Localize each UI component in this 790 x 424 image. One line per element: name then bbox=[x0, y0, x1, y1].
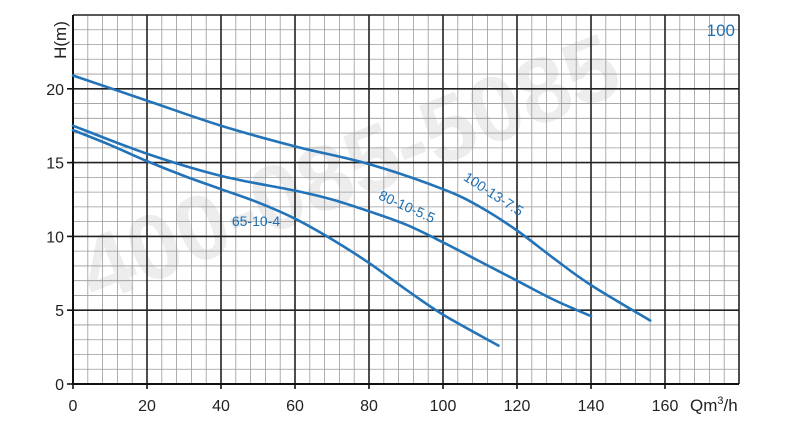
x-tick-label: 40 bbox=[212, 398, 230, 415]
x-tick-label: 120 bbox=[504, 398, 531, 415]
x-tick-label: 0 bbox=[69, 398, 78, 415]
series-line-65-10-4 bbox=[71, 128, 500, 347]
series-layer bbox=[71, 74, 652, 347]
y-tick-label: 20 bbox=[46, 82, 64, 99]
series-line-80-10-5.5 bbox=[71, 124, 593, 318]
y-axis-label: H(m) bbox=[51, 21, 70, 59]
x-tick-label: 60 bbox=[286, 398, 304, 415]
y-tick-label: 5 bbox=[55, 303, 64, 320]
watermark-text: 400-085-5085 bbox=[64, 14, 633, 323]
x-tick-label: 100 bbox=[430, 398, 457, 415]
x-axis-label-sup: 3 bbox=[717, 395, 723, 407]
x-axis-label-main: Qm bbox=[690, 396, 717, 415]
watermark-layer: 400-085-5085 bbox=[64, 14, 633, 323]
chart-badge: 100 bbox=[707, 21, 735, 40]
series-line-100-13-7.5 bbox=[71, 74, 652, 322]
x-tick-label: 80 bbox=[360, 398, 378, 415]
x-tick-label: 140 bbox=[578, 398, 605, 415]
x-tick-label: 160 bbox=[652, 398, 679, 415]
x-axis-label: Qm3/h bbox=[690, 395, 738, 415]
y-tick-label: 15 bbox=[46, 156, 64, 173]
y-tick-labels: 0 5 10 15 20 bbox=[46, 82, 64, 394]
minor-grid bbox=[73, 15, 739, 384]
x-axis-label-tail: /h bbox=[724, 396, 738, 415]
y-tick-label: 0 bbox=[55, 377, 64, 394]
series-label-65-10-4: 65-10-4 bbox=[232, 213, 280, 229]
x-tick-label: 20 bbox=[138, 398, 156, 415]
y-tick-label: 10 bbox=[46, 229, 64, 246]
x-tick-labels: 0 20 40 60 80 100 120 140 160 bbox=[69, 398, 679, 415]
